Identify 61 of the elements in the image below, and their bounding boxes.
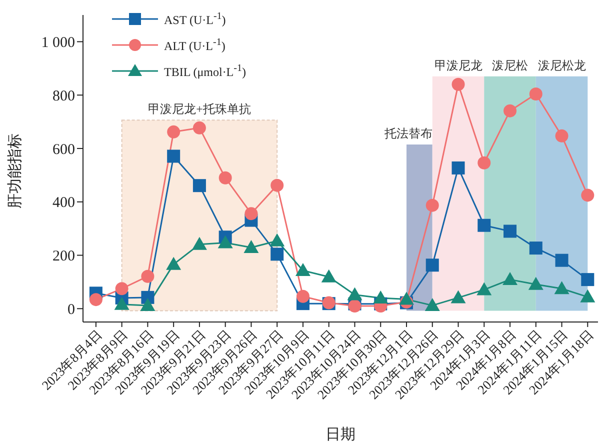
band-label: 泼尼松 xyxy=(492,58,528,72)
point xyxy=(140,298,156,311)
point xyxy=(476,282,492,296)
y-tick-label: 600 xyxy=(52,142,75,158)
point xyxy=(192,179,206,192)
point xyxy=(347,287,362,300)
point xyxy=(398,292,414,305)
point xyxy=(114,296,130,310)
point xyxy=(555,254,568,267)
point xyxy=(321,269,336,282)
point xyxy=(218,235,233,248)
point xyxy=(166,256,182,270)
point xyxy=(529,88,542,101)
point xyxy=(580,289,596,302)
point xyxy=(554,281,570,294)
point xyxy=(450,290,466,304)
point xyxy=(581,273,594,286)
point xyxy=(502,272,518,286)
band-label: 托法替布 xyxy=(383,126,432,140)
point xyxy=(270,248,284,261)
point xyxy=(478,156,491,170)
point xyxy=(89,293,102,306)
legend-label: TBIL (μmol·L$^{-1}$) xyxy=(164,62,246,80)
point xyxy=(270,233,285,246)
point xyxy=(424,298,440,311)
point xyxy=(167,150,180,163)
point xyxy=(528,276,544,290)
band-label: 泼尼松龙 xyxy=(538,58,586,72)
point xyxy=(504,224,517,238)
band-label: 甲泼尼龙 xyxy=(434,58,482,72)
y-tick-label: 1 000 xyxy=(41,35,75,52)
y-tick-label: 800 xyxy=(52,88,75,104)
band-label: 甲泼尼龙+托珠单抗 xyxy=(148,102,251,116)
point xyxy=(529,242,542,255)
point xyxy=(426,258,439,272)
legend-label: AST (U·L$^{-1}$) xyxy=(164,10,226,28)
point xyxy=(244,240,259,254)
point xyxy=(452,161,465,174)
point xyxy=(295,262,310,276)
point xyxy=(141,270,154,283)
point xyxy=(504,104,517,118)
point xyxy=(478,218,491,232)
point xyxy=(270,178,284,192)
point xyxy=(296,290,310,303)
x-axis-title: 日期 xyxy=(326,426,356,443)
point xyxy=(167,125,180,138)
point xyxy=(244,207,258,220)
point xyxy=(115,282,128,296)
point xyxy=(373,290,388,304)
y-tick-label: 400 xyxy=(52,195,75,212)
point xyxy=(581,188,594,202)
y-axis-title: 肝功能指标 xyxy=(6,134,24,208)
point xyxy=(426,198,439,212)
y-tick-label: 200 xyxy=(52,248,75,265)
legend-label: ALT (U·L$^{-1}$) xyxy=(164,36,226,54)
point xyxy=(452,78,465,91)
point xyxy=(555,129,568,142)
y-tick-label: 0 xyxy=(68,302,75,318)
point xyxy=(192,236,207,250)
point xyxy=(218,171,232,184)
point xyxy=(192,121,206,134)
